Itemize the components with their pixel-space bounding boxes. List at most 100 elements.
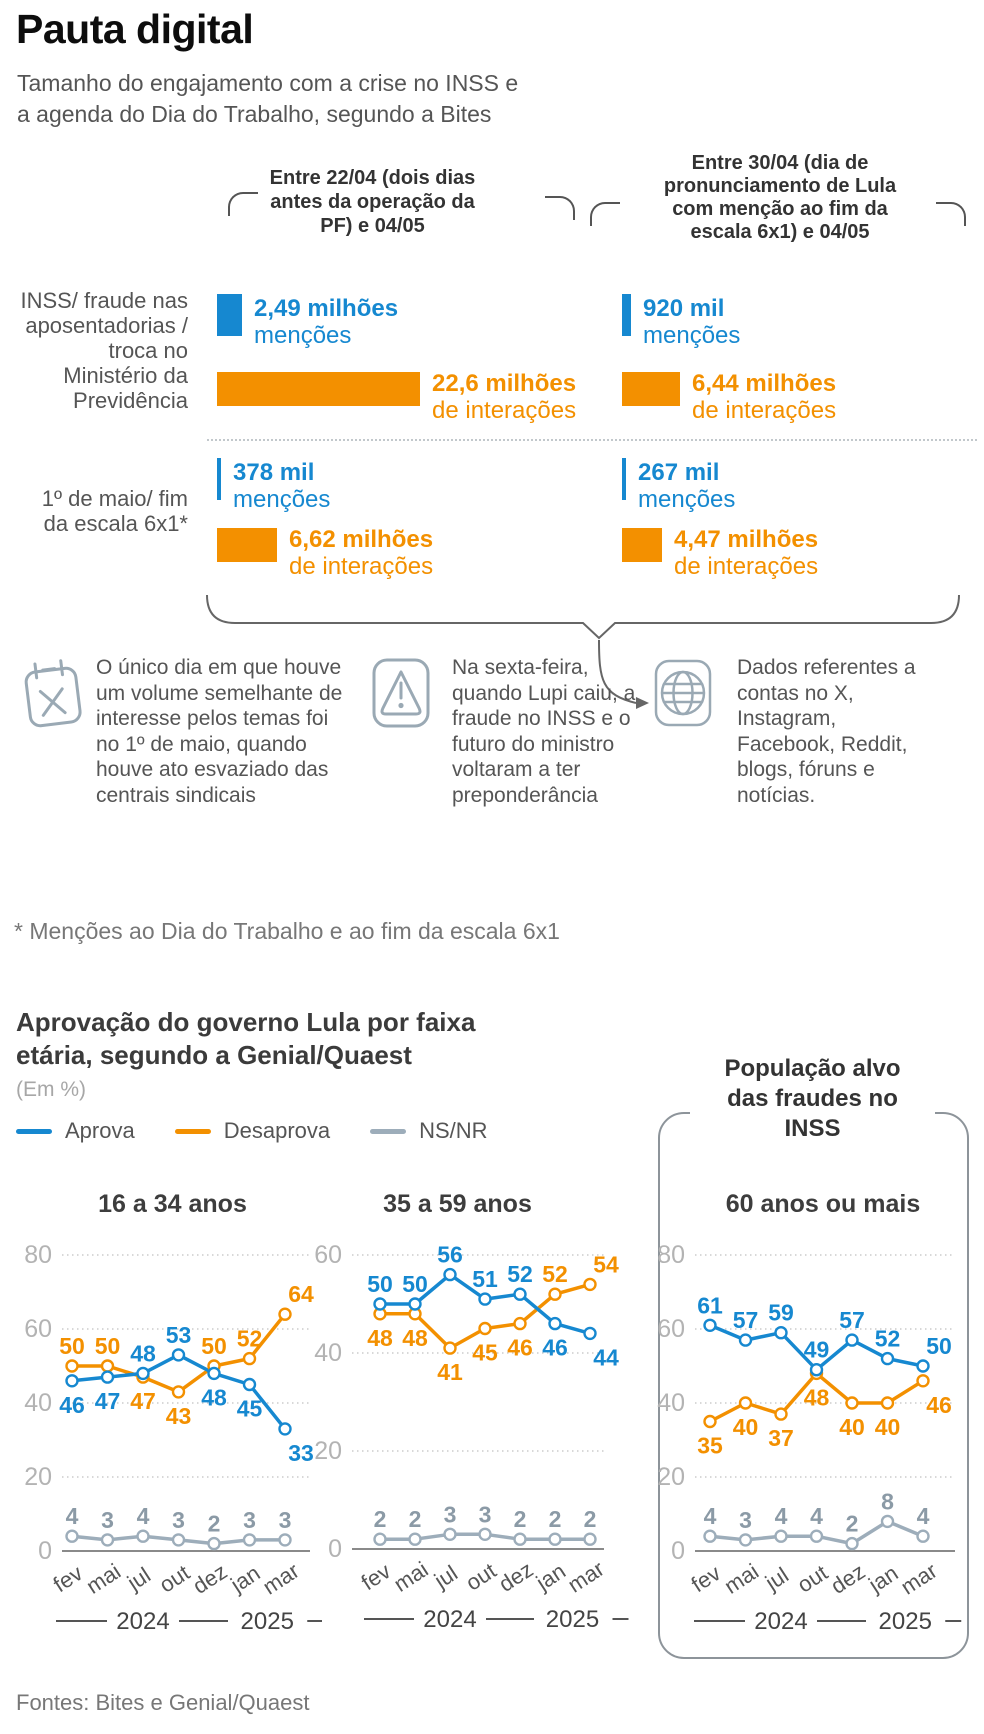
svg-text:2: 2 [374, 1506, 387, 1532]
sources-footer: Fontes: Bites e Genial/Quaest [16, 1690, 310, 1715]
interactions-bar [217, 528, 277, 562]
svg-text:mar: mar [896, 1558, 941, 1600]
interactions-unit: de interações [692, 397, 837, 424]
svg-text:40: 40 [24, 1389, 52, 1417]
svg-text:60: 60 [24, 1315, 52, 1343]
svg-text:60: 60 [314, 1241, 342, 1269]
svg-text:48: 48 [201, 1384, 227, 1410]
mentions-value: 378 mil [233, 459, 315, 486]
interactions-unit: de interações [289, 553, 434, 580]
svg-text:49: 49 [804, 1337, 830, 1363]
svg-text:50: 50 [367, 1271, 393, 1297]
row-label-inss: INSS/ fraude nas aposentadorias / troca … [20, 288, 188, 413]
svg-text:4: 4 [917, 1503, 930, 1529]
interactions-value: 22,6 milhões [432, 370, 577, 397]
desaprova-line-swatch-icon [174, 1128, 211, 1134]
mentions-value: 2,49 milhões [254, 295, 399, 322]
interactions-unit: de interações [674, 553, 819, 580]
svg-text:40: 40 [733, 1414, 759, 1440]
chart-legend: Aprova Desaprova NS/NR [16, 1118, 514, 1144]
svg-text:dez: dez [826, 1559, 869, 1599]
mentions-unit: menções [638, 486, 736, 513]
svg-text:4: 4 [66, 1503, 79, 1529]
calendar-x-icon [20, 652, 86, 734]
svg-text:2024: 2024 [423, 1606, 476, 1633]
interactions-bar [217, 372, 420, 406]
section2-title: Aprovação do governo Lula por faixa etár… [16, 1007, 476, 1070]
mentions-unit: menções [643, 322, 741, 349]
svg-text:45: 45 [472, 1340, 498, 1366]
page-subtitle: Tamanho do engajamento com a crise no IN… [17, 70, 519, 127]
svg-text:50: 50 [201, 1333, 227, 1359]
svg-text:3: 3 [444, 1501, 457, 1527]
svg-text:2025: 2025 [241, 1608, 294, 1635]
svg-text:61: 61 [697, 1292, 723, 1318]
legend-item-desaprova: Desaprova [174, 1118, 331, 1144]
row-divider [207, 439, 977, 441]
svg-text:80: 80 [24, 1241, 52, 1269]
svg-text:48: 48 [130, 1340, 156, 1366]
svg-text:40: 40 [875, 1414, 901, 1440]
period-header-2: Entre 30/04 (dia de pronunciamento de Lu… [663, 152, 897, 243]
svg-text:46: 46 [542, 1335, 568, 1361]
legend-label: Desaprova [223, 1118, 331, 1143]
svg-text:3: 3 [479, 1501, 492, 1527]
svg-text:3: 3 [279, 1507, 292, 1533]
svg-text:45: 45 [237, 1396, 263, 1422]
svg-text:41: 41 [437, 1359, 463, 1385]
svg-text:52: 52 [542, 1261, 568, 1287]
svg-text:56: 56 [437, 1242, 463, 1268]
svg-text:mar: mar [563, 1556, 608, 1598]
svg-text:3: 3 [172, 1507, 185, 1533]
svg-text:20: 20 [657, 1463, 685, 1491]
svg-text:2: 2 [549, 1506, 562, 1532]
svg-text:jul: jul [429, 1560, 462, 1594]
bracket-right-col2 [936, 202, 966, 226]
nsnr-line-swatch-icon [370, 1128, 407, 1134]
svg-text:48: 48 [804, 1384, 830, 1410]
mentions-unit: menções [233, 486, 331, 513]
page-title: Pauta digital [16, 6, 254, 52]
interactions-unit: de interações [432, 397, 577, 424]
legend-item-nsnr: NS/NR [370, 1118, 488, 1144]
period-header-1: Entre 22/04 (dois dias antes da operação… [269, 167, 476, 237]
interactions-value: 6,62 milhões [289, 526, 434, 553]
svg-text:4: 4 [775, 1503, 788, 1529]
svg-text:53: 53 [166, 1322, 192, 1348]
svg-text:2025: 2025 [879, 1608, 932, 1635]
footnote: * Menções ao Dia do Trabalho e ao fim da… [14, 918, 560, 944]
legend-label: Aprova [65, 1118, 135, 1143]
bracket-left-col2 [590, 202, 620, 226]
svg-text:jul: jul [122, 1562, 155, 1596]
svg-text:mai: mai [389, 1557, 432, 1597]
svg-text:4: 4 [704, 1503, 717, 1529]
mentions-bar [217, 294, 242, 336]
svg-text:44: 44 [593, 1344, 619, 1370]
svg-text:57: 57 [733, 1307, 759, 1333]
chart-title-16-34: 16 a 34 anos [98, 1190, 247, 1218]
note-3-text: Dados referentes a contas no X, Instagra… [737, 656, 916, 807]
unit-note: (Em %) [16, 1078, 86, 1101]
svg-text:dez: dez [494, 1557, 537, 1597]
svg-text:20: 20 [314, 1437, 342, 1465]
interactions-value: 6,44 milhões [692, 370, 837, 397]
svg-text:2: 2 [584, 1506, 597, 1532]
svg-text:48: 48 [367, 1325, 393, 1351]
svg-text:47: 47 [95, 1388, 121, 1414]
svg-text:50: 50 [95, 1333, 121, 1359]
svg-text:2024: 2024 [116, 1608, 169, 1635]
svg-text:59: 59 [768, 1300, 794, 1326]
legend-item-aprova: Aprova [16, 1118, 135, 1144]
mentions-value: 267 mil [638, 459, 720, 486]
svg-text:8: 8 [881, 1488, 894, 1514]
svg-text:0: 0 [328, 1535, 342, 1563]
brace-decoration [206, 594, 960, 709]
svg-text:40: 40 [657, 1389, 685, 1417]
mentions-bar [622, 294, 631, 336]
row-label-1maio: 1º de maio/ fim da escala 6x1* [41, 486, 188, 536]
svg-text:2024: 2024 [754, 1608, 807, 1635]
mentions-value: 920 mil [643, 295, 725, 322]
svg-text:4: 4 [810, 1503, 823, 1529]
